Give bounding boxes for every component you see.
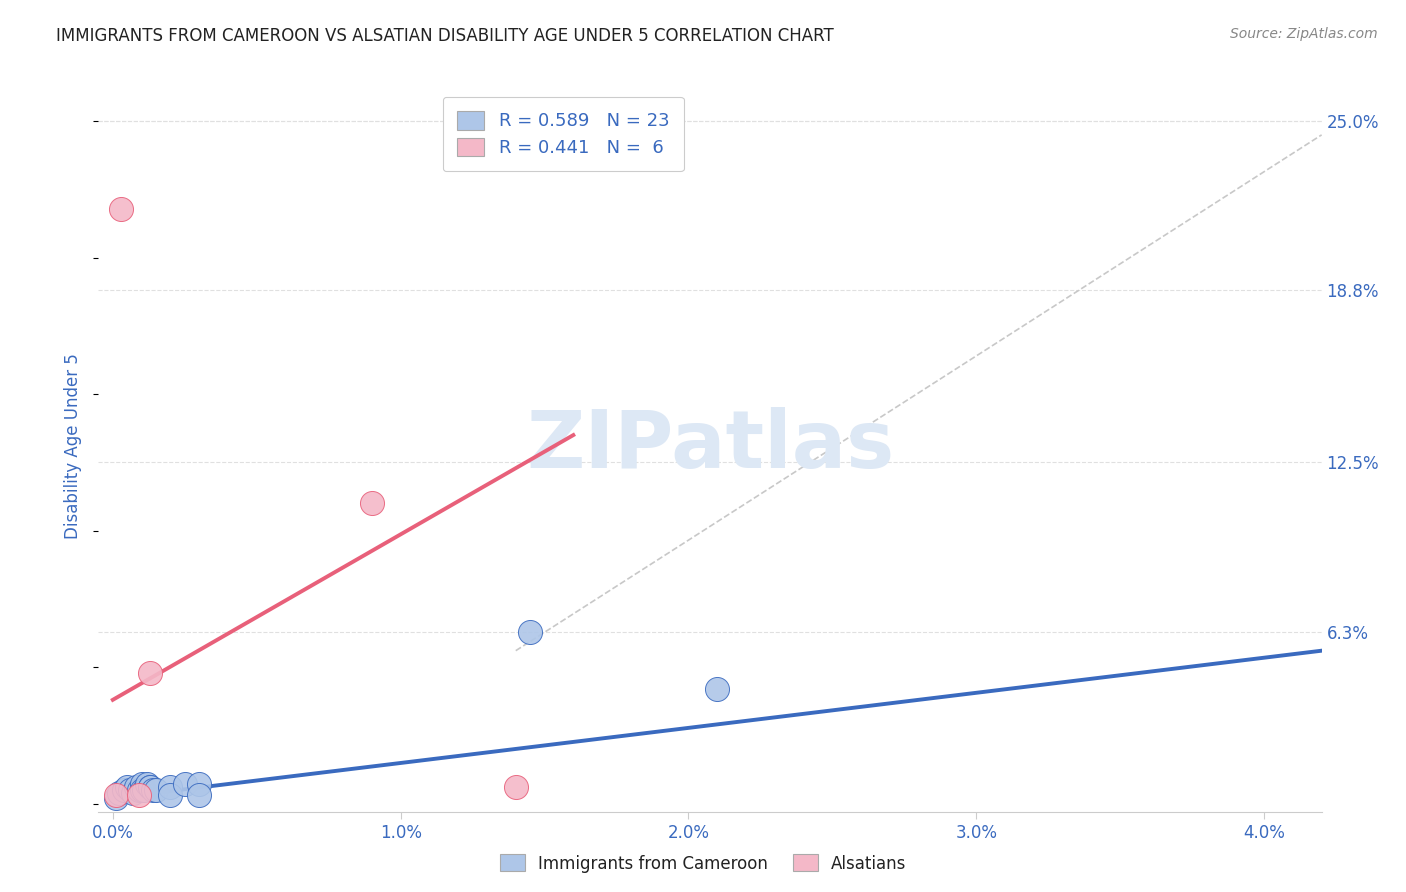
Point — [360, 496, 382, 510]
Point — [122, 786, 145, 800]
Point — [110, 202, 132, 216]
Point — [139, 665, 162, 680]
Point — [128, 783, 150, 797]
Point — [505, 780, 527, 794]
Point — [188, 789, 211, 803]
Point — [115, 780, 138, 794]
Point — [131, 777, 153, 791]
Text: Source: ZipAtlas.com: Source: ZipAtlas.com — [1230, 27, 1378, 41]
Point — [519, 624, 541, 639]
Point — [142, 783, 165, 797]
Point — [159, 780, 181, 794]
Point — [136, 777, 159, 791]
Point — [706, 681, 728, 696]
Point — [134, 783, 156, 797]
Point — [139, 780, 162, 794]
Point — [125, 780, 148, 794]
Point — [120, 783, 142, 797]
Point — [131, 783, 153, 797]
Point — [107, 786, 129, 800]
Point — [128, 789, 150, 803]
Legend: R = 0.589   N = 23, R = 0.441   N =  6: R = 0.589 N = 23, R = 0.441 N = 6 — [443, 96, 683, 171]
Point — [188, 777, 211, 791]
Point — [159, 789, 181, 803]
Text: ZIPatlas: ZIPatlas — [526, 407, 894, 485]
Point — [139, 780, 162, 794]
Legend: Immigrants from Cameroon, Alsatians: Immigrants from Cameroon, Alsatians — [494, 847, 912, 880]
Text: IMMIGRANTS FROM CAMEROON VS ALSATIAN DISABILITY AGE UNDER 5 CORRELATION CHART: IMMIGRANTS FROM CAMEROON VS ALSATIAN DIS… — [56, 27, 834, 45]
Y-axis label: Disability Age Under 5: Disability Age Under 5 — [65, 353, 83, 539]
Point — [112, 783, 135, 797]
Point — [145, 783, 167, 797]
Point — [173, 777, 195, 791]
Point — [104, 789, 127, 803]
Point — [104, 791, 127, 805]
